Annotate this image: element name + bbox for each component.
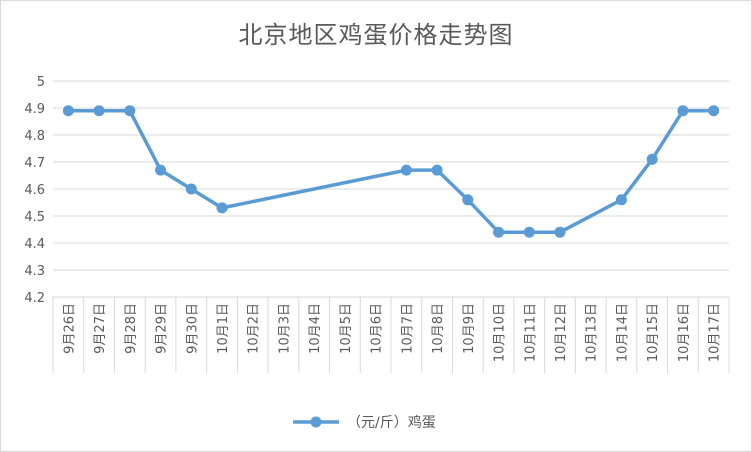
- x-tick-label: 10月16日: [677, 303, 692, 362]
- x-tick-label: 10月7日: [400, 303, 415, 354]
- data-point: [462, 194, 474, 206]
- data-point: [431, 164, 443, 176]
- data-point: [523, 226, 535, 238]
- x-tick-label: 10月13日: [585, 303, 600, 362]
- x-tick-label: 10月15日: [646, 303, 661, 362]
- y-tick-label: 4.8: [24, 129, 45, 144]
- y-tick-label: 4.4: [24, 237, 45, 252]
- x-tick-label: 10月9日: [462, 303, 477, 354]
- x-tick-label: 10月17日: [708, 303, 723, 362]
- legend-label: （元/斤）鸡蛋: [347, 414, 436, 431]
- chart-title: 北京地区鸡蛋价格走势图: [238, 21, 514, 49]
- data-point: [155, 164, 167, 176]
- x-tick-label: 10月11日: [523, 303, 538, 362]
- data-point: [216, 202, 228, 214]
- legend-marker: [310, 416, 322, 428]
- x-tick-label: 10月4日: [308, 303, 323, 354]
- x-tick-label: 10月2日: [247, 303, 262, 354]
- y-tick-label: 4.6: [24, 183, 45, 198]
- x-tick-label: 10月3日: [277, 303, 292, 354]
- data-point: [400, 164, 412, 176]
- x-tick-label: 10月10日: [493, 303, 508, 362]
- data-point: [93, 105, 105, 117]
- data-point: [677, 105, 689, 117]
- data-point: [708, 105, 720, 117]
- y-tick-label: 5: [37, 75, 45, 90]
- x-tick-label: 10月6日: [370, 303, 385, 354]
- x-tick-label: 9月26日: [62, 303, 77, 354]
- x-tick-label: 10月12日: [554, 303, 569, 362]
- series-line: [68, 108, 714, 234]
- x-tick-label: 10月14日: [615, 303, 630, 362]
- data-point: [62, 105, 74, 117]
- data-point: [554, 226, 566, 238]
- x-tick-label: 9月29日: [155, 303, 170, 354]
- y-tick-label: 4.7: [24, 156, 45, 171]
- x-tick-label: 10月8日: [431, 303, 446, 354]
- data-point: [646, 153, 658, 165]
- x-tick-label: 10月5日: [339, 303, 354, 354]
- data-point: [185, 183, 197, 195]
- x-tick-label: 9月27日: [93, 303, 108, 354]
- data-point: [493, 226, 505, 238]
- x-tick-label: 10月1日: [216, 303, 231, 354]
- x-tick-label: 9月28日: [124, 303, 139, 354]
- y-tick-label: 4.5: [24, 210, 45, 225]
- y-tick-label: 4.9: [24, 102, 45, 117]
- data-point: [615, 194, 627, 206]
- y-tick-label: 4.2: [24, 291, 45, 306]
- x-tick-label: 9月30日: [185, 303, 200, 354]
- y-tick-label: 4.3: [24, 264, 45, 279]
- data-point: [124, 105, 136, 117]
